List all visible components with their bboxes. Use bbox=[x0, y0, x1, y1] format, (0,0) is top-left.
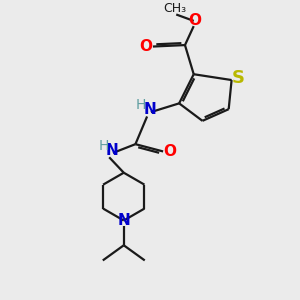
Text: H: H bbox=[135, 98, 146, 112]
Text: H: H bbox=[98, 139, 109, 153]
Text: CH₃: CH₃ bbox=[163, 2, 186, 15]
Text: S: S bbox=[232, 69, 244, 87]
Text: O: O bbox=[189, 14, 202, 28]
Text: N: N bbox=[117, 213, 130, 228]
Text: N: N bbox=[106, 143, 118, 158]
Text: O: O bbox=[139, 39, 152, 54]
Text: O: O bbox=[163, 144, 176, 159]
Text: N: N bbox=[144, 102, 156, 117]
